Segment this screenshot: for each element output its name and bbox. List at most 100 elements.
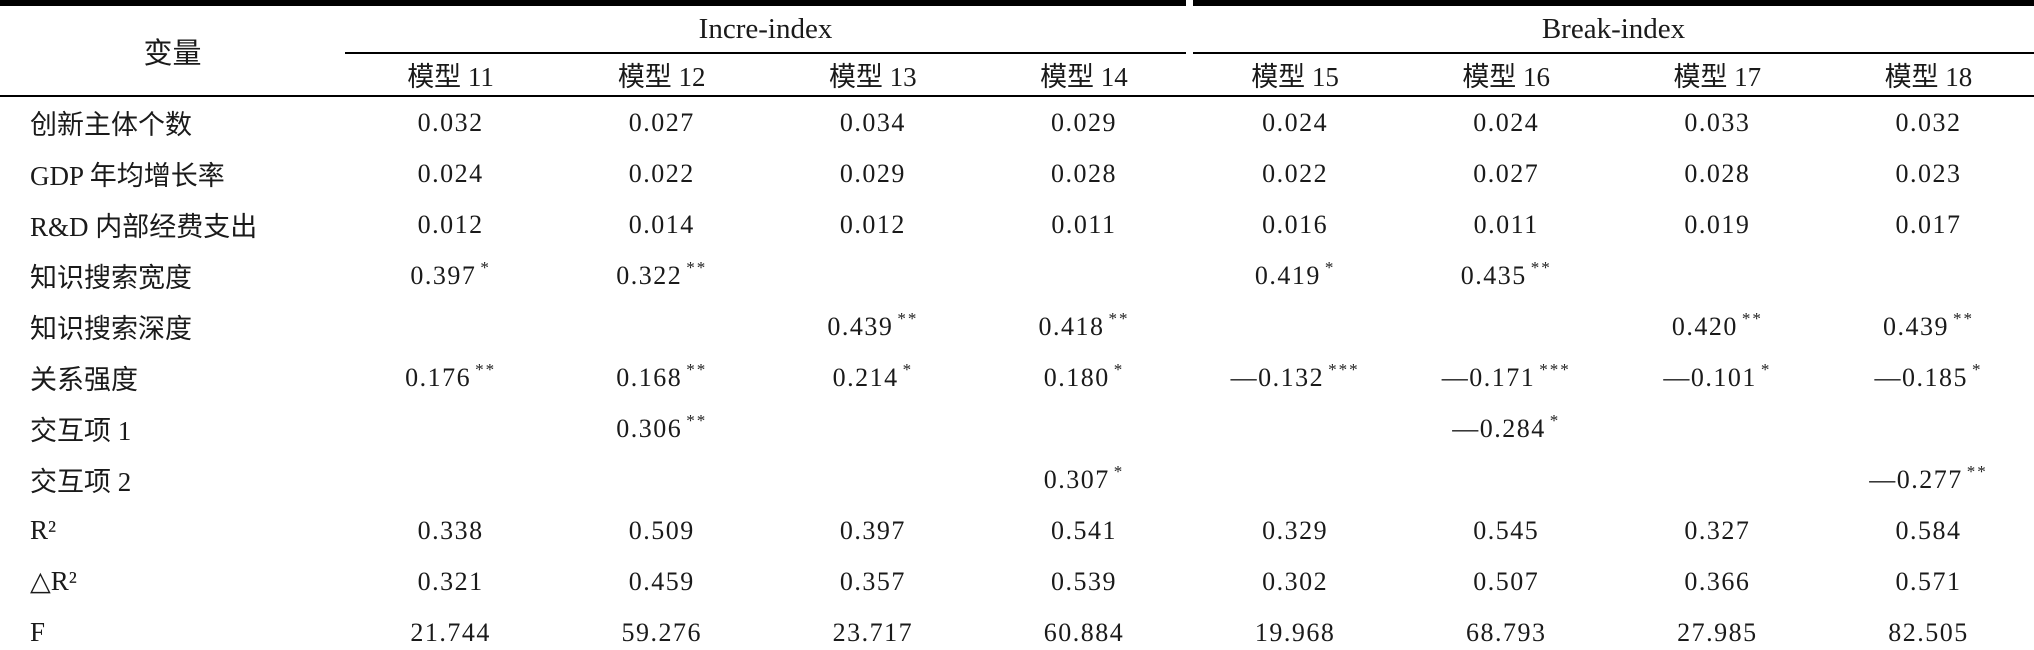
coefficient-value: 0.366 [1684, 566, 1751, 596]
coefficient-value: 0.028 [1684, 158, 1751, 188]
value-cell: 0.539 [978, 556, 1189, 607]
empty-cell [1823, 403, 2034, 454]
value-cell: 0.366 [1612, 556, 1823, 607]
table-row: 交互项 2 0.307 * —0.277 ** [0, 454, 2034, 505]
coefficient-value: 0.322 [616, 260, 683, 290]
coefficient-value: 23.717 [832, 617, 914, 647]
empty-cell [1401, 301, 1612, 352]
value-cell: 0.322 ** [556, 250, 767, 301]
table-row: △R² 0.321 0.459 0.357 0.539 0.302 0.507 0.366 0.… [0, 556, 2034, 607]
value-cell: 0.584 [1823, 505, 2034, 556]
significance-stars: * [1549, 410, 1561, 430]
value-cell: 0.033 [1612, 96, 1823, 148]
value-cell: —0.132 *** [1190, 352, 1401, 403]
value-cell: 0.029 [767, 148, 978, 199]
row-label: R&D 内部经费支出 [30, 212, 258, 242]
table-header: 变量 Incre-index Break-index 模型 11 模型 12 模型 … [0, 3, 2034, 97]
row-label: GDP 年均增长率 [30, 161, 225, 191]
coefficient-value: 0.016 [1262, 209, 1329, 239]
coefficient-value: 59.276 [621, 617, 702, 647]
group-header-row: 变量 Incre-index Break-index [0, 3, 2034, 97]
table-row: 关系强度 0.176 ** 0.168 ** 0.214 * 0.180 * —0.132 *** —… [0, 352, 2034, 403]
significance-stars: *** [1328, 359, 1360, 379]
value-cell: 0.420 ** [1612, 301, 1823, 352]
value-cell: 0.214 * [767, 352, 978, 403]
coefficient-value: 0.017 [1895, 209, 1962, 239]
coefficient-value: 0.327 [1684, 515, 1751, 545]
value-cell: 0.032 [345, 96, 556, 148]
value-cell: 0.019 [1612, 199, 1823, 250]
value-cell: 0.011 [978, 199, 1189, 250]
empty-cell [1612, 454, 1823, 505]
table-row: F 21.744 59.276 23.717 60.884 19.968 68.793 27.… [0, 607, 2034, 650]
value-cell: 0.307 * [978, 454, 1189, 505]
value-cell: 0.011 [1401, 199, 1612, 250]
row-label: 交互项 1 [30, 416, 132, 446]
significance-stars: ** [686, 410, 708, 430]
value-cell: 60.884 [978, 607, 1190, 650]
significance-stars: * [1113, 461, 1125, 481]
coefficient-value: 0.539 [1050, 566, 1117, 596]
empty-cell [1190, 301, 1401, 352]
value-cell: 59.276 [556, 607, 768, 650]
value-cell: 27.985 [1611, 607, 1823, 650]
variable-column-header: 变量 [0, 3, 345, 97]
coefficient-value: —0.277 [1869, 464, 1963, 494]
coefficient-value: 0.022 [1262, 158, 1329, 188]
value-cell: 19.968 [1189, 607, 1401, 650]
value-cell: —0.277 ** [1823, 454, 2034, 505]
coefficient-value: 0.214 [832, 362, 899, 392]
empty-cell [1401, 454, 1612, 505]
coefficient-value: —0.185 [1874, 362, 1968, 392]
value-cell: 0.180 * [978, 352, 1189, 403]
row-label: △R² [30, 566, 77, 596]
value-cell: 0.306 ** [556, 403, 767, 454]
empty-cell [978, 250, 1189, 301]
value-cell: 0.024 [1401, 96, 1612, 148]
empty-cell [1612, 250, 1823, 301]
value-cell: 0.027 [1401, 148, 1612, 199]
value-cell: 0.329 [1190, 505, 1401, 556]
coefficient-value: 0.014 [628, 209, 695, 239]
coefficient-value: 0.024 [1473, 107, 1540, 137]
table-row: GDP 年均增长率 0.024 0.022 0.029 0.028 0.022 0.027 0… [0, 148, 2034, 199]
coefficient-value: 0.357 [839, 566, 906, 596]
coefficient-value: 0.397 [410, 260, 477, 290]
coefficient-value: 0.571 [1895, 566, 1962, 596]
coefficient-value: 0.338 [417, 515, 484, 545]
coefficient-value: —0.284 [1452, 413, 1546, 443]
coefficient-value: 0.011 [1051, 209, 1117, 239]
value-cell: 0.012 [345, 199, 556, 250]
value-cell: —0.171 *** [1401, 352, 1612, 403]
coefficient-value: 0.584 [1895, 515, 1962, 545]
coefficient-value: 0.435 [1460, 260, 1527, 290]
coefficient-value: 0.029 [1050, 107, 1117, 137]
table-row: R&D 内部经费支出 0.012 0.014 0.012 0.011 0.016 0.011… [0, 199, 2034, 250]
value-cell: 0.541 [978, 505, 1189, 556]
significance-stars: * [480, 257, 491, 277]
significance-stars: ** [686, 359, 708, 379]
row-label: F [0, 607, 345, 650]
empty-cell [556, 301, 767, 352]
coefficient-value: 0.302 [1262, 566, 1329, 596]
value-cell: 21.744 [345, 607, 557, 650]
coefficient-value: 0.509 [628, 515, 695, 545]
coefficient-value: 0.321 [417, 566, 484, 596]
significance-stars: * [1760, 359, 1772, 379]
value-cell: 0.439 ** [767, 301, 978, 352]
table-row: 创新主体个数 0.032 0.027 0.034 0.029 0.024 0.024 0.03… [0, 96, 2034, 148]
empty-cell [345, 454, 556, 505]
value-cell: 0.032 [1823, 96, 2034, 148]
coefficient-value: 0.011 [1473, 209, 1539, 239]
value-cell: —0.101 * [1612, 352, 1823, 403]
empty-cell [1190, 454, 1401, 505]
significance-stars: ** [1952, 308, 1974, 328]
significance-stars: ** [1966, 461, 1988, 481]
table-row: R² 0.338 0.509 0.397 0.541 0.329 0.545 0.327 0.5… [0, 505, 2034, 556]
row-label: 创新主体个数 [30, 110, 192, 140]
coefficient-value: 0.439 [827, 311, 894, 341]
value-cell: 0.397 [767, 505, 978, 556]
model-header-row: 模型 11 模型 12 模型 13 模型 14 模型 15 模型 16 模型 17 模型 18 [0, 53, 2034, 97]
table-row: 知识搜索宽度 0.397 * 0.322 ** 0.419 * 0.435 ** [0, 250, 2034, 301]
row-label: 关系强度 [30, 365, 138, 395]
